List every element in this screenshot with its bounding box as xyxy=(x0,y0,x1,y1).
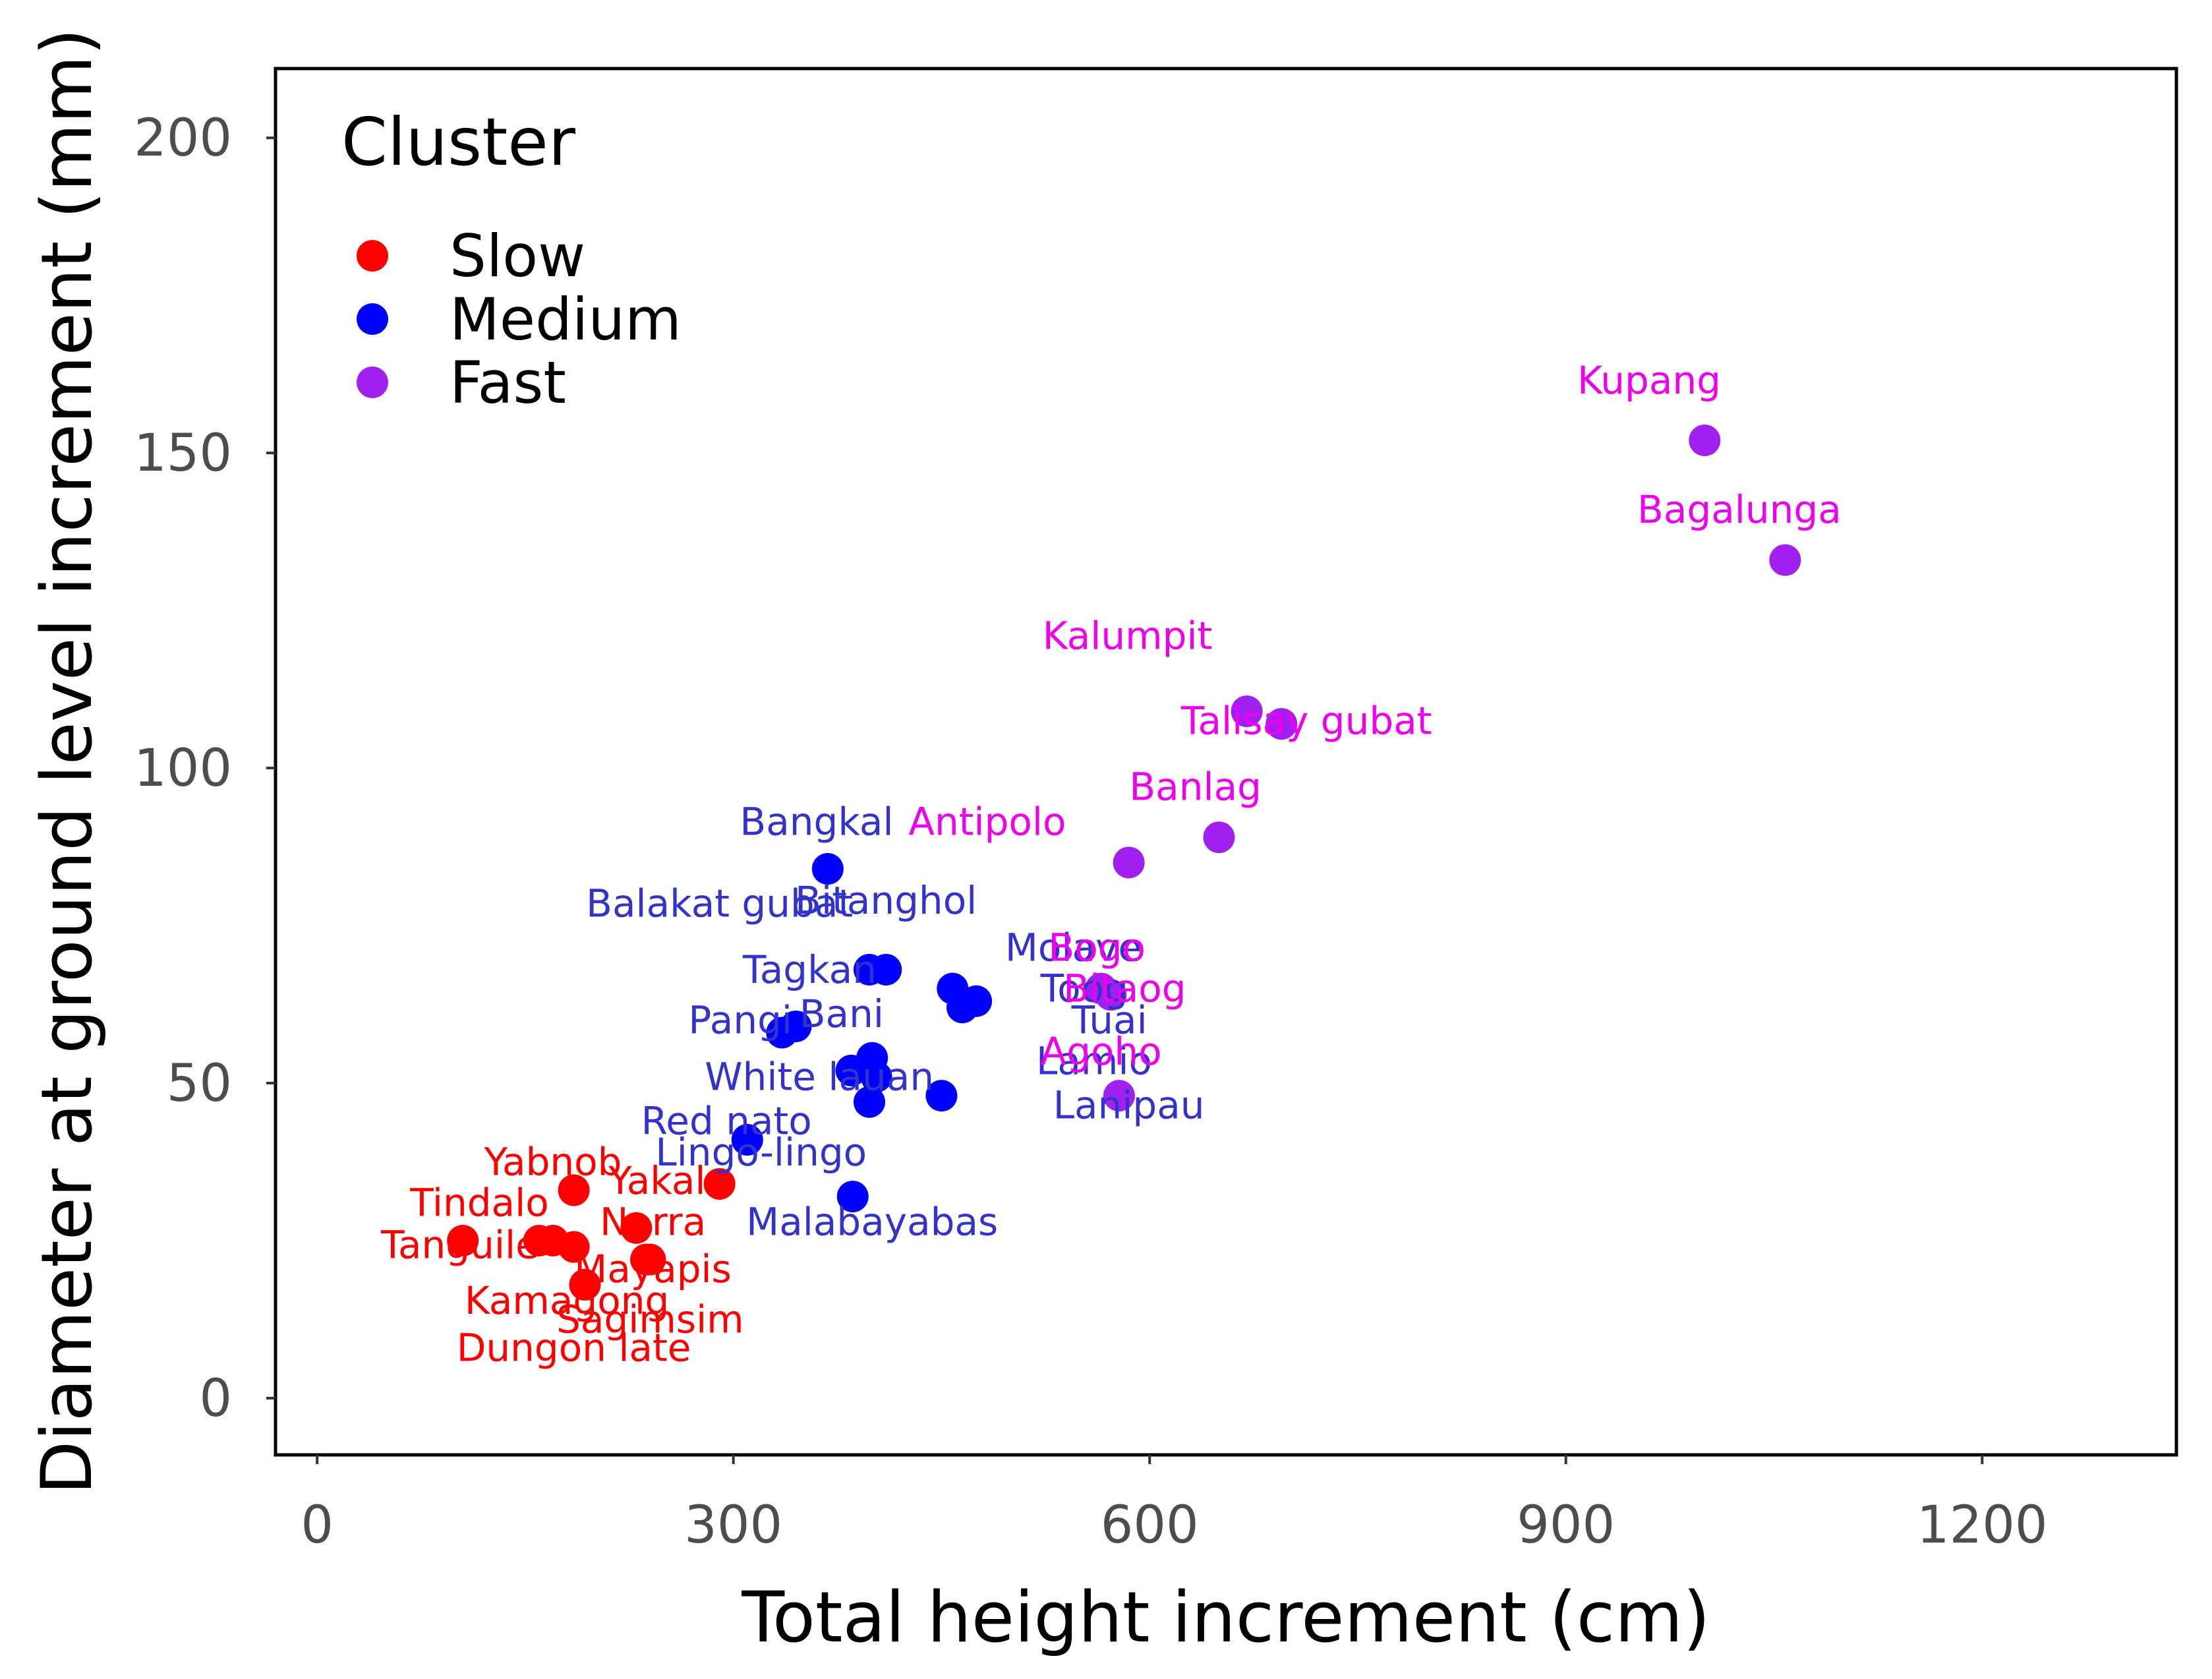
point-label: Mayapis xyxy=(574,1247,732,1291)
x-tick-label: 0 xyxy=(301,1496,334,1555)
point-label: White lauan xyxy=(705,1054,934,1099)
point-fast-7 xyxy=(1266,708,1298,740)
legend-label-slow: Slow xyxy=(450,222,585,290)
point-label: Bogo xyxy=(1048,925,1146,970)
x-axis-title: Total height increment (cm) xyxy=(741,1577,1710,1658)
point-slow-4 xyxy=(558,1231,590,1263)
point-medium-12 xyxy=(925,1080,958,1112)
point-label: Tagkan xyxy=(742,947,877,992)
point-label: Pangi xyxy=(688,997,792,1042)
point-slow-9 xyxy=(634,1243,666,1276)
point-label: Bagalunga xyxy=(1637,487,1842,532)
point-label: Narra xyxy=(600,1199,706,1244)
y-axis-title: Diameter at ground level increment (mm) xyxy=(26,28,107,1495)
point-label: Dungon late xyxy=(457,1325,691,1370)
x-tick-label: 600 xyxy=(1101,1496,1199,1555)
point-slow-1 xyxy=(447,1224,479,1256)
point-medium-11 xyxy=(836,1181,869,1213)
legend-key-medium xyxy=(357,303,388,335)
point-medium-10 xyxy=(731,1124,763,1156)
point-fast-4 xyxy=(1113,846,1145,879)
point-label: Antipolo xyxy=(908,799,1066,844)
point-label: Molave xyxy=(1005,925,1142,970)
point-slow-10 xyxy=(703,1167,736,1200)
x-axis: 0 300 600 900 1200 xyxy=(301,1455,2048,1555)
legend-key-slow xyxy=(357,240,388,272)
point-medium-8 xyxy=(860,1061,892,1093)
point-fast-6 xyxy=(1231,695,1263,728)
point-medium-15 xyxy=(960,985,993,1017)
point-label: Talisay gubat xyxy=(1180,698,1432,743)
y-tick-label: 50 xyxy=(167,1054,232,1113)
point-medium-1 xyxy=(811,853,844,885)
point-medium-3 xyxy=(870,953,902,986)
point-label: Yabnob xyxy=(484,1140,622,1185)
point-slow-7 xyxy=(620,1212,653,1244)
point-labels: TanguileTindaloYabnobYakalNarraMayapisKa… xyxy=(380,358,1842,1370)
point-label: Banlag xyxy=(1129,765,1262,810)
y-tick-label: 0 xyxy=(199,1369,232,1429)
point-fast-5 xyxy=(1203,821,1235,854)
point-fast-8 xyxy=(1689,424,1721,456)
point-label: Bangkal xyxy=(740,799,893,844)
point-label: Kalumpit xyxy=(1043,613,1213,658)
y-tick-label: 100 xyxy=(134,739,232,798)
point-fast-3 xyxy=(1103,1080,1135,1112)
legend-key-fast xyxy=(357,367,388,398)
point-label: Bani xyxy=(800,991,884,1036)
plot-panel xyxy=(274,67,2178,1457)
x-tick-label: 1200 xyxy=(1917,1496,2048,1555)
x-tick-label: 900 xyxy=(1517,1496,1615,1555)
point-fast-2 xyxy=(1095,979,1127,1011)
point-label: Tindalo xyxy=(409,1181,548,1225)
point-label: Tuai xyxy=(1071,997,1148,1042)
point-label: Toog xyxy=(1040,966,1128,1011)
point-slow-5 xyxy=(558,1174,590,1206)
point-slow-6 xyxy=(569,1268,601,1301)
point-label: Red nato xyxy=(641,1098,812,1143)
point-label: Lanipau xyxy=(1053,1082,1205,1127)
point-fast-9 xyxy=(1769,544,1801,576)
point-label: Kamagong xyxy=(465,1278,669,1323)
point-label: Yakal xyxy=(608,1158,705,1203)
point-label: Malabayabas xyxy=(746,1199,998,1244)
legend-title: Cluster xyxy=(341,103,576,181)
point-label: Bitaog xyxy=(1063,966,1186,1011)
legend-label-medium: Medium xyxy=(450,285,682,353)
point-label: Bitanghol xyxy=(795,878,977,923)
point-medium-9 xyxy=(853,1086,885,1118)
point-label: Agoho xyxy=(1040,1029,1161,1074)
point-label: Sagimsim xyxy=(556,1297,744,1341)
point-label: Lamio xyxy=(1036,1039,1152,1084)
y-axis: 0 50 100 150 200 xyxy=(134,109,276,1429)
point-medium-5 xyxy=(780,1010,812,1042)
x-tick-label: 300 xyxy=(684,1496,782,1555)
legend-label-fast: Fast xyxy=(450,349,566,417)
data-points xyxy=(447,424,1801,1301)
y-tick-label: 200 xyxy=(134,109,232,168)
point-label: Tanguile xyxy=(380,1223,539,1268)
point-label: Lingo-lingo xyxy=(655,1130,867,1175)
point-label: Balakat gubat xyxy=(586,881,853,926)
point-label: Kupang xyxy=(1577,358,1721,403)
y-tick-label: 150 xyxy=(134,424,232,483)
